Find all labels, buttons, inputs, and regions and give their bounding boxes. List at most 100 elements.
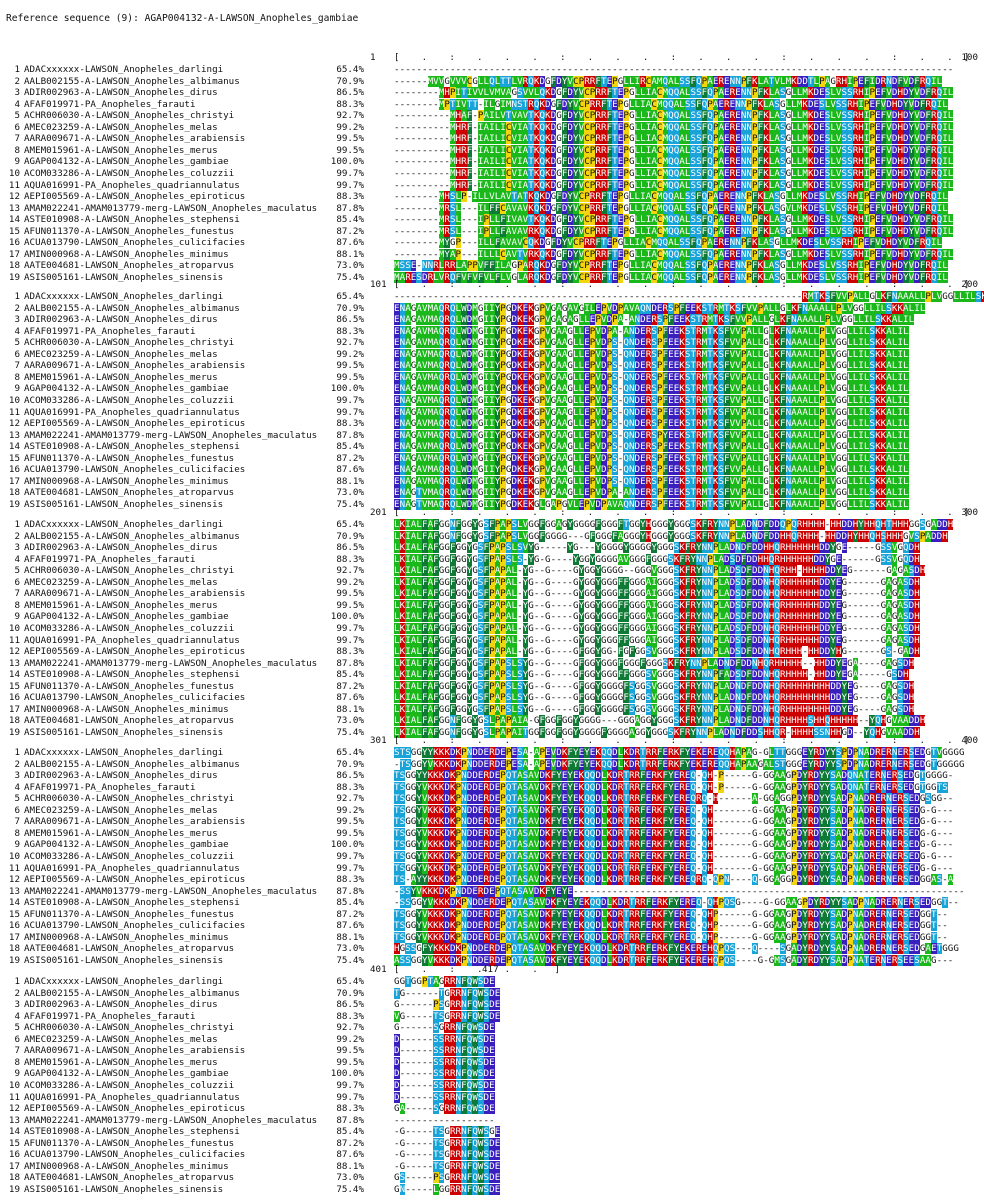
sequence-row: 12 AEPI005569-A-LAWSON_Anopheles_epirotic…	[0, 646, 984, 658]
aligned-residues: ENAGAVMAQRQLWDMGIIYPGDKEKGPVGAAGLLEPVDPA…	[394, 325, 909, 337]
aligned-residues: D------SSRRNFQWSDE	[394, 1091, 495, 1103]
aligned-residues: LKIALFAFGGFGGYGSFPAPAL-YG--G----GYGGYGGG…	[394, 576, 920, 588]
sequence-identity: 99.7%	[336, 1079, 364, 1091]
sequence-index: 3	[14, 999, 20, 1011]
sequence-index: 17	[8, 475, 20, 487]
sequence-name: AMIN000968-A-LAWSON_Anopheles_minimus	[24, 931, 229, 943]
sequence-row: 1 ADACxxxxxx-LAWSON_Anopheles_darlingi 65.…	[0, 64, 984, 75]
sequence-index: 11	[8, 179, 20, 191]
sequence-name: AMAM022241-AMAM013779-merg-LAWSON_Anophe…	[24, 202, 318, 214]
sequence-row: 14 ASTE010908-A-LAWSON_Anopheles_stephens…	[0, 441, 984, 453]
aligned-residues: --------MHSLP-ILLVLAVTATKQKDGFDYVCPRRFTE…	[394, 191, 948, 203]
sequence-row: 4 AFAF019971-PA_Anopheles_farauti 88.3% LKI…	[0, 553, 984, 565]
sequence-row: 16 ACUA013790-LAWSON_Anopheles_culicifaci…	[0, 237, 984, 249]
sequence-index: 11	[8, 1091, 20, 1103]
aligned-residues: ----------MHRF-IAILICVIATKQKDGFDYVCPRRFT…	[394, 156, 954, 168]
sequence-index: 9	[14, 383, 20, 395]
aligned-residues: D------SSRRNFQWSDE	[394, 1068, 495, 1080]
aligned-residues: LKIALFAFGGFGGYGSFPAPAL-YG--G----GYGGYGGG…	[394, 599, 920, 611]
sequence-row: 2 AALB002155-A-LAWSON_Anopheles_albimanus…	[0, 302, 984, 314]
sequence-index: 1	[14, 519, 20, 530]
sequence-name: AMEM015961-A-LAWSON_Anopheles_merus	[24, 827, 218, 839]
sequence-row: 9 AGAP004132-A-LAWSON_Anopheles_gambiae 10…	[0, 156, 984, 168]
sequence-index: 3	[14, 87, 20, 99]
sequence-index: 15	[8, 908, 20, 920]
sequence-name: AATE004681-LAWSON_Anopheles_atroparvus	[24, 715, 235, 727]
sequence-index: 5	[14, 110, 20, 122]
aligned-residues: D------SSRRNFQWSDE	[394, 1045, 495, 1057]
sequence-row: 18 AATE004681-LAWSON_Anopheles_atroparvus…	[0, 487, 984, 499]
sequence-index: 16	[8, 237, 20, 249]
sequence-identity: 88.1%	[336, 475, 364, 487]
sequence-row: 16 ACUA013790-LAWSON_Anopheles_culicifaci…	[0, 920, 984, 932]
aligned-residues: TSGGYVKKKDKPNDDERDEPQTASAVDKFYEYEKQQDLKD…	[394, 839, 954, 851]
sequence-name: ASTE010908-A-LAWSON_Anopheles_stephensi	[24, 669, 240, 681]
sequence-name: ADIR002963-A-LAWSON_Anopheles_dirus	[24, 999, 218, 1011]
sequence-name: ASTE010908-A-LAWSON_Anopheles_stephensi	[24, 214, 240, 226]
sequence-row: 7 AARA009671-A-LAWSON_Anopheles_arabiensi…	[0, 133, 984, 145]
sequence-identity: 92.7%	[336, 337, 364, 349]
block-end-position: 200	[961, 279, 978, 290]
sequence-row: 16 ACUA013790-LAWSON_Anopheles_culicifaci…	[0, 464, 984, 476]
sequence-identity: 65.4%	[336, 747, 364, 758]
block-end-position: 300	[961, 507, 978, 518]
sequence-row: 11 AQUA016991-PA_Anopheles_quadriannulatu…	[0, 862, 984, 874]
sequence-name: ACHR006030-A-LAWSON_Anopheles_christyi	[24, 565, 235, 577]
sequence-identity: 87.8%	[336, 1114, 364, 1126]
sequence-row: 7 AARA009671-A-LAWSON_Anopheles_arabiensi…	[0, 588, 984, 600]
sequence-identity: 99.7%	[336, 179, 364, 191]
sequence-name: AFAF019971-PA_Anopheles_farauti	[24, 325, 196, 337]
sequence-row: 5 ACHR006030-A-LAWSON_Anopheles_christyi 9…	[0, 565, 984, 577]
sequence-row: 5 ACHR006030-A-LAWSON_Anopheles_christyi 9…	[0, 1022, 984, 1034]
sequence-identity: 87.8%	[336, 429, 364, 441]
sequence-index: 8	[14, 827, 20, 839]
block-end-position: 100	[961, 52, 978, 63]
sequence-index: 7	[14, 816, 20, 828]
aligned-residues: ----------------------------------------…	[394, 291, 984, 302]
sequence-name: ACUA013790-LAWSON_Anopheles_culicifacies	[24, 920, 246, 932]
block-end-position: 417	[482, 964, 499, 975]
aligned-residues: ----------MHAF-PAILVTVAVTKQKDGFDYVCPRRFT…	[394, 110, 954, 122]
sequence-name: AARA009671-A-LAWSON_Anopheles_arabiensis	[24, 360, 246, 372]
sequence-name: ACUA013790-LAWSON_Anopheles_culicifacies	[24, 464, 246, 476]
sequence-identity: 99.5%	[336, 360, 364, 372]
aligned-residues: LKIALFAFGGFGGYGSFPAPSLSYG--G----GFGGYGGG…	[394, 703, 915, 715]
sequence-row: 2 AALB002155-A-LAWSON_Anopheles_albimanus…	[0, 530, 984, 542]
sequence-identity: 87.6%	[336, 692, 364, 704]
aligned-residues: LKIALFAFGGNFGGYGSLPAPAIA-GFGGFGGYGGGG---…	[394, 715, 926, 727]
sequence-name: AMAM022241-AMAM013779-merg-LAWSON_Anophe…	[24, 657, 318, 669]
aligned-residues: ENAGAVMAQRQLWDMGIIYPGDKEKGPVGAGAVGILEPVD…	[394, 302, 926, 314]
sequence-identity: 99.5%	[336, 144, 364, 156]
sequence-row: 7 AARA009671-A-LAWSON_Anopheles_arabiensi…	[0, 1045, 984, 1057]
sequence-name: AFUN011370-A-LAWSON_Anopheles_funestus	[24, 225, 235, 237]
sequence-row: 8 AMEM015961-A-LAWSON_Anopheles_merus 99.5…	[0, 144, 984, 156]
sequence-row: 19 ASIS005161-LAWSON_Anopheles_sinensis 75…	[0, 726, 984, 738]
aligned-residues: --------MRSL---IPLLFIVAVTKQKDGFDYVCPRRFT…	[394, 214, 954, 226]
sequence-row: 10 ACOM033286-A-LAWSON_Anopheles_coluzzii…	[0, 622, 984, 634]
sequence-index: 10	[8, 1079, 20, 1091]
sequence-name: AGAP004132-A-LAWSON_Anopheles_gambiae	[24, 611, 229, 623]
sequence-row: 13 AMAM022241-AMAM013779-merg-LAWSON_Anop…	[0, 885, 984, 897]
sequence-row: 13 AMAM022241-AMAM013779-merg-LAWSON_Anop…	[0, 1115, 984, 1126]
sequence-index: 4	[14, 98, 20, 110]
sequence-index: 2	[14, 75, 20, 87]
aligned-residues: -G-----TSGRRNFQWSDE	[394, 1160, 501, 1172]
sequence-index: 18	[8, 715, 20, 727]
sequence-index: 7	[14, 1045, 20, 1057]
aligned-residues: ENAGAVMAQRQLWDMGIIYPGDKEKGPVGAAGLLEPVDPS…	[394, 383, 909, 395]
sequence-index: 12	[8, 646, 20, 658]
sequence-identity: 86.5%	[336, 87, 364, 99]
aligned-residues: LKIALFAFGGFGGYGSFPAPSLSYG--G----GFGGYGGG…	[394, 692, 915, 704]
aligned-residues: GGTGGPTAGRRNFQWSDE	[394, 976, 495, 987]
sequence-identity: 88.1%	[336, 248, 364, 260]
sequence-index: 13	[8, 202, 20, 214]
sequence-row: 16 ACUA013790-LAWSON_Anopheles_culicifaci…	[0, 692, 984, 704]
sequence-index: 2	[14, 302, 20, 314]
sequence-row: 19 ASIS005161-LAWSON_Anopheles_sinensis 75…	[0, 954, 984, 966]
sequence-index: 1	[14, 976, 20, 987]
sequence-row: 16 ACUA013790-LAWSON_Anopheles_culicifaci…	[0, 1149, 984, 1161]
sequence-row: 17 AMIN000968-A-LAWSON_Anopheles_minimus 8…	[0, 703, 984, 715]
sequence-index: 9	[14, 611, 20, 623]
sequence-identity: 99.5%	[336, 827, 364, 839]
sequence-row: 18 AATE004681-LAWSON_Anopheles_atroparvus…	[0, 260, 984, 272]
